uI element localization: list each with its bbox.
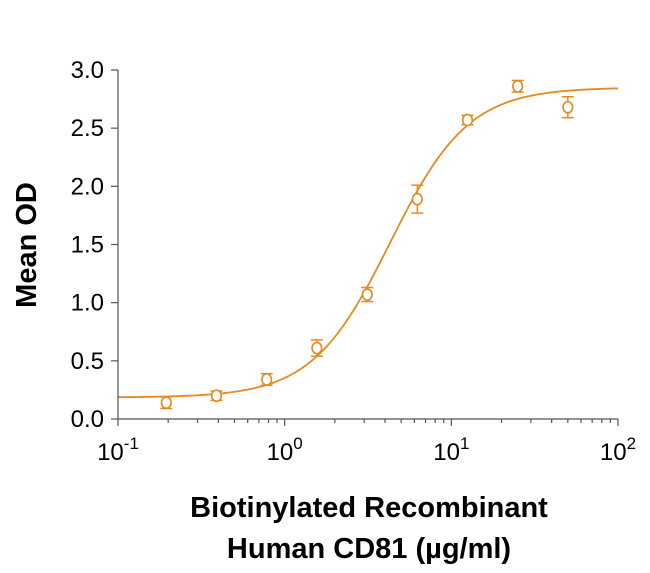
data-points [160, 79, 574, 410]
data-point [361, 286, 374, 303]
point-marker [411, 192, 423, 206]
data-point [260, 372, 273, 387]
y-tick-label: 1.5 [71, 232, 104, 259]
y-tick-label: 3.0 [71, 57, 104, 84]
data-point [210, 389, 223, 403]
point-marker [562, 100, 574, 114]
data-point [310, 339, 323, 357]
axes-layer [117, 70, 618, 420]
point-marker [210, 389, 223, 403]
y-ticks: 0.0 0.5 1.0 1.5 2.0 2.5 3.0 [71, 57, 118, 433]
y-tick-label: 2.0 [71, 173, 104, 200]
data-point [511, 79, 524, 93]
fit-curve [117, 87, 619, 399]
data-point [160, 396, 173, 410]
data-point [461, 113, 474, 127]
x-tick-label: 101 [433, 434, 469, 466]
point-marker [311, 341, 323, 355]
data-point [411, 184, 424, 214]
point-marker [461, 113, 474, 127]
point-marker [361, 288, 373, 301]
y-tick-label: 0.0 [71, 406, 104, 433]
fit-curve-layer [117, 87, 619, 399]
data-point [561, 96, 574, 119]
y-tick-label: 1.0 [71, 290, 104, 317]
y-tick-label: 0.5 [71, 348, 104, 375]
x-axis-title-line1: Biotinylated Recombinant [190, 492, 548, 524]
x-tick-label: 102 [600, 434, 636, 466]
point-marker [261, 373, 273, 386]
x-axis-title-line2: Human CD81 (µg/ml) [227, 533, 511, 565]
x-ticks: 10-1 100 101 102 [97, 419, 636, 466]
y-tick-label: 2.5 [71, 115, 104, 142]
point-marker [512, 79, 524, 93]
x-tick-label: 100 [267, 434, 303, 466]
x-tick-label: 10-1 [97, 434, 139, 466]
y-axis-title: Mean OD [11, 182, 43, 308]
point-marker [160, 396, 172, 410]
